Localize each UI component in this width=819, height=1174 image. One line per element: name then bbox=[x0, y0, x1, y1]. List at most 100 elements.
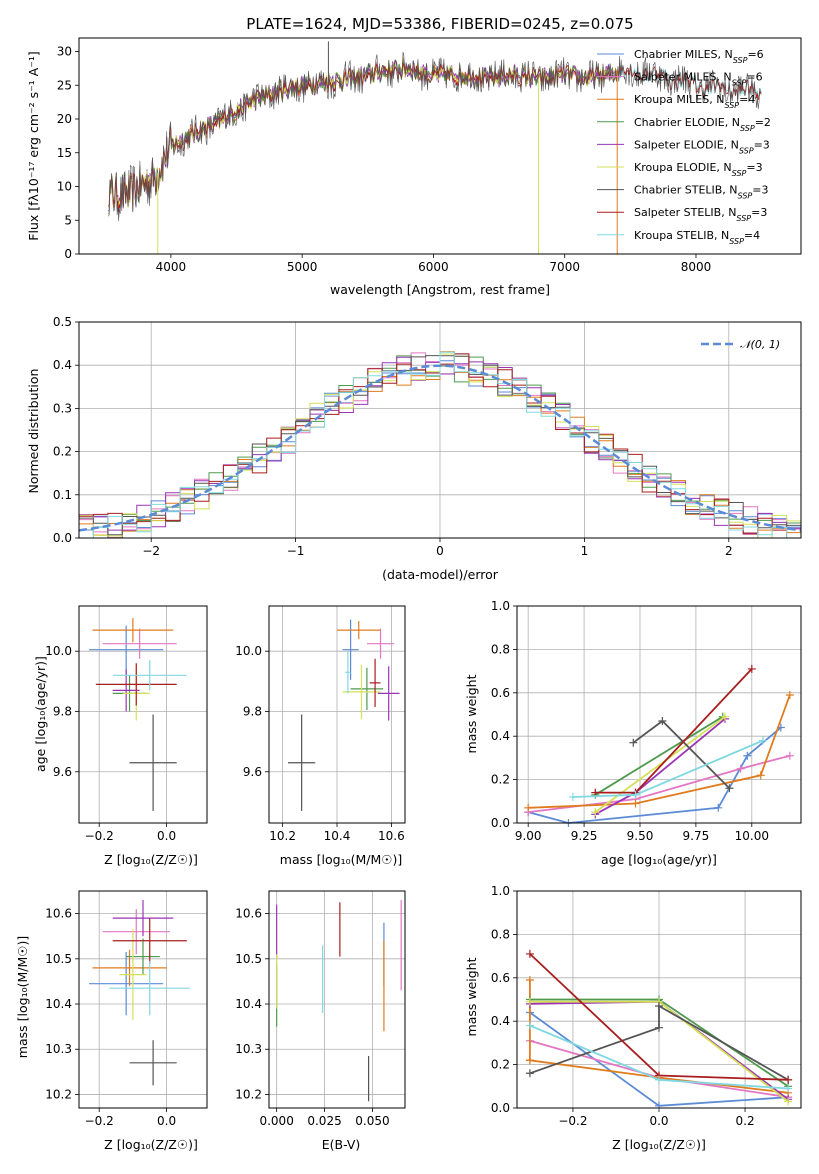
y-tick-label: 0.8 bbox=[491, 927, 510, 941]
x-tick-label: 10.00 bbox=[735, 829, 769, 843]
legend-suffix: =2 bbox=[755, 116, 771, 129]
x-tick-label: 0.0 bbox=[157, 1114, 176, 1128]
y-tick-label: 1.0 bbox=[491, 599, 510, 613]
plot-frame bbox=[78, 37, 802, 255]
y-tick-label: 10.3 bbox=[235, 1042, 262, 1056]
plot-frame bbox=[516, 605, 802, 824]
y-tick-label: 0.3 bbox=[53, 401, 72, 415]
y-tick-label: 10.2 bbox=[235, 1087, 262, 1101]
legend-suffix: =4 bbox=[739, 93, 755, 106]
series-marker-kroupa-stelib bbox=[655, 1075, 663, 1084]
weight-age-xlabel: age [log₁₀(age/yr)] bbox=[601, 852, 717, 867]
legend-label-chabrier-stelib: Chabrier STELIB, NSSP=3 bbox=[634, 184, 768, 201]
series-marker-chabrier-stelib bbox=[655, 1023, 663, 1032]
y-tick-label: 10.5 bbox=[235, 952, 262, 966]
legend-subscript: SSP bbox=[724, 101, 739, 110]
series-line-chabrier-elodie bbox=[594, 715, 724, 796]
legend-label-kroupa-elodie: Kroupa ELODIE, NSSP=3 bbox=[634, 161, 763, 178]
y-tick-label: 0.1 bbox=[53, 488, 72, 502]
weight-age-ylabel: mass weight bbox=[464, 674, 479, 753]
mass-vs-z-panel: mass [log₁₀(M/M☉)] Z [log₁₀(Z/Z☉)] −0.2 0… bbox=[15, 890, 208, 1152]
series-marker-kroupa-stelib bbox=[631, 790, 640, 799]
y-tick-label: 0.0 bbox=[53, 531, 72, 545]
spectrum-panel: PLATE=1624, MJD=53386, FIBERID=0245, z=0… bbox=[26, 15, 802, 297]
legend-label-salpeter-stelib: Salpeter STELIB, NSSP=3 bbox=[634, 206, 767, 223]
series-marker-salpeter-stelib bbox=[747, 664, 756, 673]
series-marker-salpeter-stelib bbox=[591, 788, 600, 797]
series-marker-kroupa-stelib bbox=[568, 792, 577, 801]
y-tick-label: 0.6 bbox=[491, 971, 510, 985]
y-tick-label: 0.4 bbox=[53, 358, 72, 372]
x-tick-label: −0.2 bbox=[558, 1114, 587, 1128]
legend-subscript: SSP bbox=[739, 146, 754, 155]
x-tick-label: 10.6 bbox=[378, 829, 405, 843]
x-tick-label: 9.00 bbox=[515, 829, 542, 843]
y-tick-label: 0.2 bbox=[53, 445, 72, 459]
x-tick-label: −2 bbox=[142, 544, 160, 558]
y-tick-label: 10.2 bbox=[45, 1087, 72, 1101]
y-tick-label: 20 bbox=[57, 112, 72, 126]
plot-frame bbox=[516, 890, 802, 1109]
legend-subscript: SSP bbox=[732, 78, 747, 87]
legend-subscript: SSP bbox=[732, 169, 747, 178]
plot-frame bbox=[78, 321, 802, 539]
gaussian-curve bbox=[78, 364, 802, 532]
legend-subscript: SSP bbox=[736, 214, 751, 223]
x-tick-label: 0.0 bbox=[649, 1114, 668, 1128]
series-marker-kroupa-miles bbox=[631, 799, 640, 808]
x-tick-label: 8000 bbox=[681, 260, 712, 274]
age-mass-xlabel: mass [log₁₀(M/M☉)] bbox=[280, 852, 402, 867]
spectrum-ylabel: Flux [fλ10⁻¹⁷ erg cm⁻² s⁻¹ A⁻¹] bbox=[26, 51, 41, 240]
weight-z-xlabel: Z [log₁₀(Z/Z☉)] bbox=[612, 1137, 706, 1152]
series-marker-chabrier-stelib bbox=[629, 738, 638, 747]
residuals-xlabel: (data-model)/error bbox=[382, 567, 499, 582]
legend-suffix: =6 bbox=[746, 71, 762, 84]
weight-vs-age-panel: mass weight age [log₁₀(age/yr)] 9.00 9.25… bbox=[464, 599, 802, 867]
y-tick-label: 0.5 bbox=[53, 315, 72, 329]
series-marker-salpeter-miles bbox=[785, 751, 794, 760]
y-tick-label: 10.0 bbox=[235, 644, 262, 658]
legend-subscript: SSP bbox=[733, 56, 748, 65]
legend-subscript: SSP bbox=[729, 236, 744, 245]
mass-z-xlabel: Z [log₁₀(Z/Z☉)] bbox=[104, 1137, 198, 1152]
y-tick-label: 0.0 bbox=[491, 816, 510, 830]
legend-suffix: =3 bbox=[751, 206, 767, 219]
y-tick-label: 10.6 bbox=[45, 907, 72, 921]
y-tick-label: 9.8 bbox=[53, 704, 72, 718]
age-vs-z-panel: age [log₁₀(age/yr)] Z [log₁₀(Z/Z☉)] −0.2… bbox=[33, 605, 208, 867]
spectrum-xlabel: wavelength [Angstrom, rest frame] bbox=[330, 282, 550, 297]
y-tick-label: 0.4 bbox=[491, 729, 510, 743]
y-tick-label: 0.0 bbox=[491, 1101, 510, 1115]
y-tick-label: 0.4 bbox=[491, 1014, 510, 1028]
y-tick-label: 0.2 bbox=[491, 773, 510, 787]
legend-label-kroupa-stelib: Kroupa STELIB, NSSP=4 bbox=[634, 229, 760, 246]
legend-label-chabrier-miles: Chabrier MILES, NSSP=6 bbox=[634, 48, 764, 65]
x-tick-label: 0.025 bbox=[307, 1114, 341, 1128]
mass-z-ylabel: mass [log₁₀(M/M☉)] bbox=[15, 936, 30, 1058]
y-tick-label: 10.5 bbox=[45, 952, 72, 966]
y-tick-label: 9.6 bbox=[243, 765, 262, 779]
legend-label-chabrier-elodie: Chabrier ELODIE, NSSP=2 bbox=[634, 116, 771, 133]
x-tick-label: −0.2 bbox=[85, 1114, 114, 1128]
x-tick-label: 2 bbox=[725, 544, 733, 558]
legend-suffix: =3 bbox=[754, 138, 770, 151]
plot-frame bbox=[78, 605, 208, 824]
plot-frame bbox=[268, 605, 406, 824]
x-tick-label: 9.75 bbox=[683, 829, 710, 843]
x-tick-label: 4000 bbox=[156, 260, 187, 274]
residuals-panel: Normed distribution (data-model)/error −… bbox=[26, 315, 802, 582]
x-tick-label: 9.25 bbox=[571, 829, 598, 843]
series-marker-kroupa-stelib bbox=[525, 1021, 534, 1030]
series-marker-chabrier-stelib bbox=[655, 1002, 663, 1011]
y-tick-label: 10.0 bbox=[45, 644, 72, 658]
series-marker-kroupa-miles bbox=[525, 975, 534, 984]
y-tick-label: 10.4 bbox=[235, 997, 262, 1011]
series-marker-kroupa-elodie bbox=[784, 1097, 793, 1106]
mass-vs-ebv-panel: E(B-V) 0.000 0.025 0.050 10.2 10.3 10.4 10.5 10… bbox=[235, 890, 406, 1152]
spectrum-title: PLATE=1624, MJD=53386, FIBERID=0245, z=0… bbox=[246, 15, 633, 33]
series-marker-kroupa-stelib bbox=[758, 736, 767, 745]
legend-subscript: SSP bbox=[740, 123, 755, 132]
y-tick-label: 15 bbox=[57, 146, 72, 160]
series-marker-salpeter-stelib bbox=[525, 949, 534, 958]
x-tick-label: 0.050 bbox=[355, 1114, 389, 1128]
